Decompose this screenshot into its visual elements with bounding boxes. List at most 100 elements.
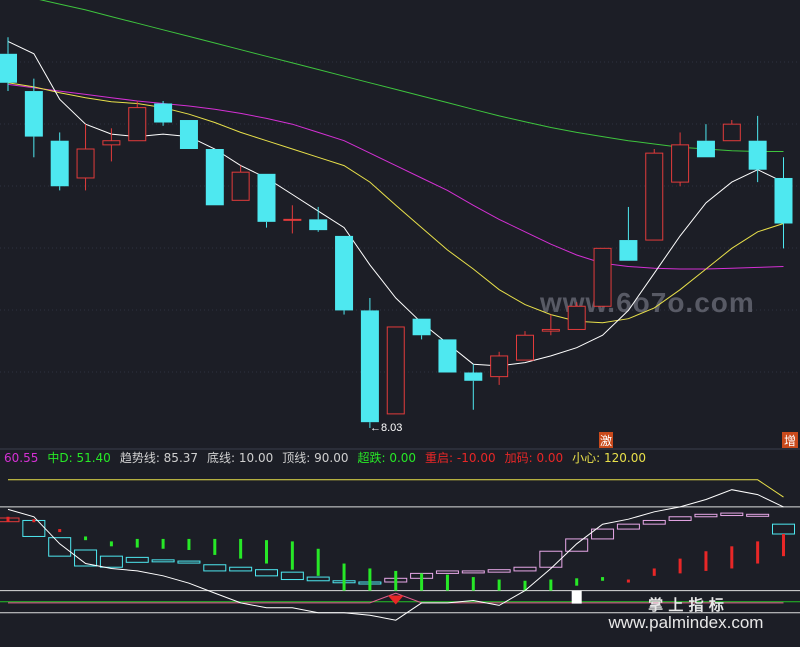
- header-item-4: 顶线: 90.00: [282, 451, 348, 465]
- candle-body: [464, 372, 483, 381]
- candle-body: [645, 152, 664, 241]
- indicator-bar: [368, 568, 372, 591]
- indicator-box: [125, 556, 149, 563]
- indicator-bar: [523, 580, 527, 591]
- candle: [748, 115, 767, 183]
- watermark-corner: 掌 上 指 标 www.palmindex.com: [608, 596, 764, 632]
- candle: [128, 100, 147, 142]
- candle-body: [438, 339, 457, 373]
- indicator-bar: [756, 541, 760, 564]
- candle-body: [541, 328, 560, 332]
- indicator-bar: [652, 568, 656, 576]
- candle: [671, 132, 690, 187]
- header-item-5: 超跌: 0.00: [357, 450, 416, 465]
- signal-diamond-icon: [387, 595, 404, 605]
- candle: [102, 128, 121, 162]
- indicator-box: [280, 571, 304, 581]
- indicator-bar: [394, 570, 398, 591]
- indicator-box: [746, 513, 770, 517]
- indicator-box: [642, 519, 666, 525]
- header-item-0: 60.55: [4, 451, 38, 465]
- candle-body: [335, 235, 354, 311]
- candle-body: [748, 140, 767, 170]
- indicator-bar: [342, 563, 346, 591]
- indicator-box: [48, 537, 72, 557]
- candle-body: [696, 140, 715, 158]
- indicator-bar: [265, 540, 268, 564]
- ma-green-line: [39, 0, 784, 152]
- indicator-box: [461, 570, 485, 574]
- candle-body: [179, 120, 198, 149]
- indicator-bar: [471, 577, 475, 591]
- signal-tag-1-text: 激: [600, 434, 612, 448]
- candle: [412, 318, 431, 340]
- candle-body: [386, 326, 405, 415]
- candle: [0, 37, 17, 92]
- candles: [0, 37, 793, 428]
- header-item-3: 底线: 10.00: [207, 450, 273, 465]
- header-item-2: 趋势线: 85.37: [120, 451, 198, 465]
- indicator-box: [229, 566, 253, 572]
- indicator-bar: [187, 538, 191, 550]
- indicator-box: [151, 559, 175, 563]
- header-item-7: 加码: 0.00: [505, 451, 564, 465]
- candle: [360, 298, 379, 428]
- candle: [231, 165, 250, 201]
- indicator-bar: [678, 558, 682, 574]
- indicator-bar: [626, 579, 630, 583]
- indicator-bar: [549, 579, 553, 591]
- indicator-box: [306, 576, 330, 582]
- candle-body: [722, 123, 741, 142]
- candle-body: [102, 140, 121, 146]
- candle: [567, 302, 586, 330]
- candle-body: [283, 218, 302, 221]
- indicator-box: [22, 519, 46, 537]
- candle: [541, 314, 560, 336]
- indicator-bar: [135, 538, 139, 548]
- indicator-bar: [601, 577, 605, 581]
- candle-body: [619, 240, 638, 261]
- indicator-box: [177, 560, 201, 564]
- indicator-bar: [32, 519, 36, 523]
- candle: [490, 351, 509, 385]
- candle: [335, 235, 354, 315]
- candle-body: [205, 149, 224, 206]
- candle: [645, 149, 664, 241]
- candle-body: [671, 144, 690, 183]
- low-price-label: ←8.03: [370, 422, 402, 434]
- indicator-bar: [84, 536, 88, 541]
- signal-tag-2: 增: [782, 432, 798, 448]
- indicator-box: [487, 569, 511, 573]
- header-item-6: 重启: -10.00: [425, 451, 496, 465]
- candle-body: [0, 53, 17, 83]
- indicator-box: [720, 512, 744, 517]
- candle: [696, 124, 715, 158]
- indicator-box: [255, 569, 278, 577]
- indicator-box: [616, 523, 640, 530]
- indicator-bar: [6, 516, 10, 522]
- candle-body: [774, 177, 793, 224]
- indicator-bar: [109, 541, 113, 547]
- candle: [24, 78, 43, 158]
- candle-body: [50, 140, 69, 187]
- indicator-box: [539, 550, 563, 568]
- candle: [283, 205, 302, 234]
- candle: [619, 206, 638, 261]
- indicator-yellow-line: [8, 479, 784, 498]
- indicator-pane: [0, 479, 800, 621]
- indicator-bar: [213, 538, 217, 555]
- candle: [464, 364, 483, 410]
- candle: [438, 339, 457, 373]
- candle-body: [24, 91, 43, 137]
- indicator-box: [668, 516, 692, 521]
- candle-body: [412, 318, 431, 336]
- candle: [179, 120, 198, 149]
- indicator-bar: [445, 574, 449, 591]
- indicator-box: [203, 564, 227, 572]
- indicator-box: [435, 570, 459, 574]
- candle-body: [360, 310, 379, 423]
- indicator-bar: [497, 579, 501, 591]
- candle: [722, 120, 741, 142]
- watermark-corner-cn: 掌 上 指 标: [648, 596, 724, 614]
